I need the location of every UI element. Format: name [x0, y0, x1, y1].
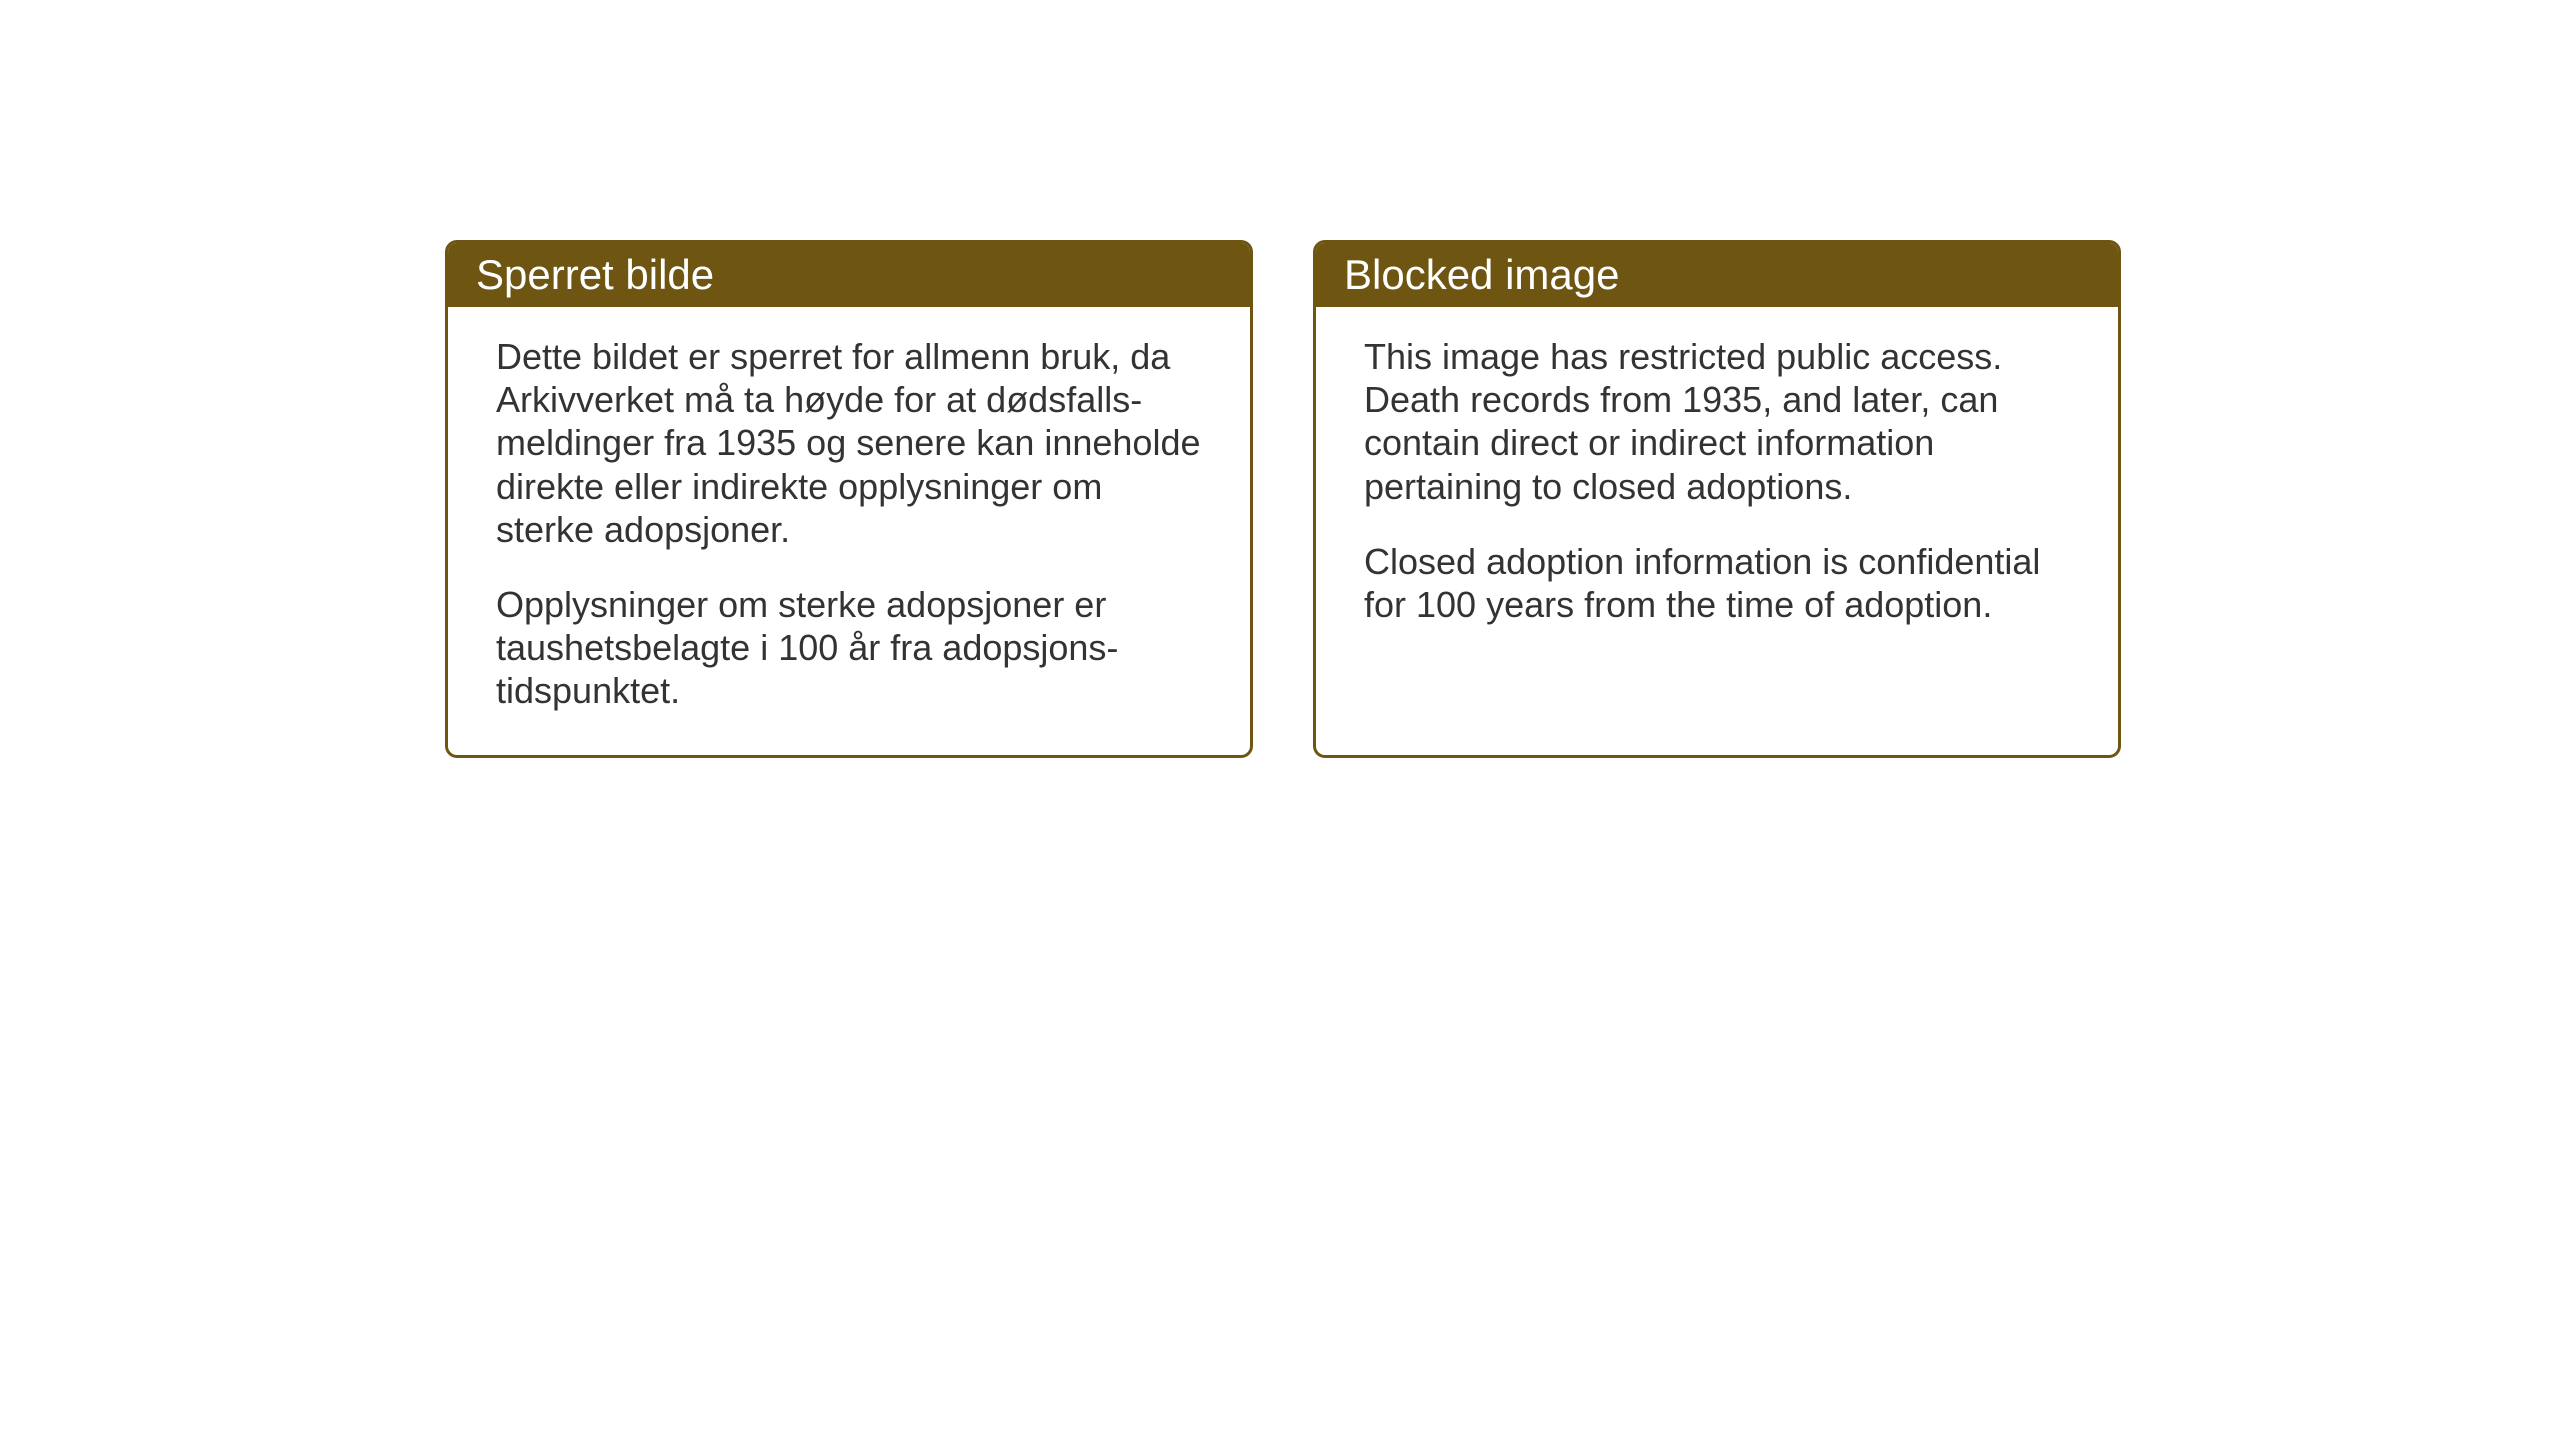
notice-card-norwegian: Sperret bilde Dette bildet er sperret fo…	[445, 240, 1253, 758]
card-header-norwegian: Sperret bilde	[448, 243, 1250, 307]
card-paragraph2-english: Closed adoption information is confident…	[1364, 540, 2070, 626]
card-paragraph2-norwegian: Opplysninger om sterke adopsjoner er tau…	[496, 583, 1202, 713]
card-title-english: Blocked image	[1344, 251, 1619, 298]
notice-container: Sperret bilde Dette bildet er sperret fo…	[445, 240, 2121, 758]
notice-card-english: Blocked image This image has restricted …	[1313, 240, 2121, 758]
card-header-english: Blocked image	[1316, 243, 2118, 307]
card-body-norwegian: Dette bildet er sperret for allmenn bruk…	[448, 307, 1250, 755]
card-paragraph1-norwegian: Dette bildet er sperret for allmenn bruk…	[496, 335, 1202, 551]
card-title-norwegian: Sperret bilde	[476, 251, 714, 298]
card-paragraph1-english: This image has restricted public access.…	[1364, 335, 2070, 508]
card-body-english: This image has restricted public access.…	[1316, 307, 2118, 668]
